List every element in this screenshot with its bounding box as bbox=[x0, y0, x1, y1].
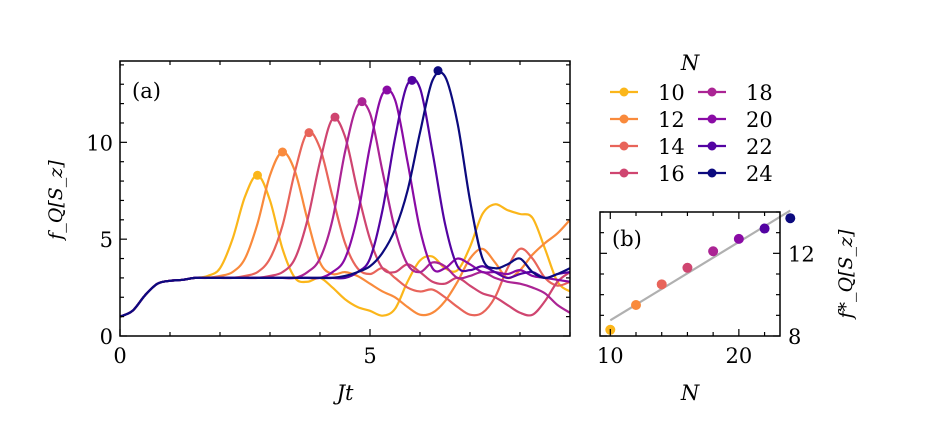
legend-label: 14 bbox=[658, 135, 685, 159]
peak-marker-N14 bbox=[304, 128, 314, 138]
data-point-N14 bbox=[656, 279, 667, 290]
panel-b-y-axis-label: f*_Q[S_z] bbox=[835, 229, 857, 321]
x-axis-label: N bbox=[680, 381, 700, 405]
y-tick-label: 10 bbox=[86, 131, 113, 155]
legend-title: N bbox=[680, 51, 700, 75]
legend-entry-N22: 22 bbox=[698, 135, 773, 159]
y-tick-label: 8 bbox=[788, 325, 801, 349]
series-line-N12 bbox=[120, 150, 570, 318]
legend-entry-N12: 12 bbox=[610, 108, 685, 132]
legend-marker bbox=[619, 114, 629, 124]
legend-marker bbox=[707, 87, 717, 97]
data-point-N20 bbox=[733, 233, 744, 244]
legend-entry-N10: 10 bbox=[610, 81, 685, 105]
y-tick-label: 0 bbox=[100, 325, 113, 349]
x-tick-label: 5 bbox=[363, 344, 376, 368]
legend-label: 24 bbox=[746, 162, 773, 186]
legend-marker bbox=[619, 168, 629, 178]
data-point-N22 bbox=[759, 223, 770, 234]
axes-frame-b bbox=[599, 211, 781, 337]
legend-marker bbox=[707, 141, 717, 151]
axes-frame-a bbox=[119, 60, 571, 337]
x-tick-label: 0 bbox=[113, 344, 126, 368]
peak-marker-N22 bbox=[407, 75, 417, 85]
panel-b-label: (b) bbox=[612, 227, 642, 251]
legend-marker bbox=[619, 87, 629, 97]
series-group bbox=[120, 71, 570, 318]
peak-marker-N20 bbox=[382, 85, 392, 95]
x-axis-label: Jt bbox=[333, 381, 354, 405]
data-point-N24 bbox=[785, 213, 796, 224]
legend-entry-N14: 14 bbox=[610, 135, 685, 159]
peak-marker-N16 bbox=[330, 112, 340, 122]
y-tick-label: 5 bbox=[100, 228, 113, 252]
panel-b: 10 20 8 12 N bbox=[597, 209, 815, 405]
peak-marker-N18 bbox=[357, 97, 367, 107]
legend-label: 18 bbox=[746, 81, 773, 105]
legend-entry-N16: 16 bbox=[610, 162, 685, 186]
data-point-N18 bbox=[708, 246, 719, 257]
legend-entry-N18: 18 bbox=[698, 81, 773, 105]
legend-marker bbox=[619, 141, 629, 151]
legend-label: 16 bbox=[658, 162, 685, 186]
peak-marker-N24 bbox=[433, 66, 443, 76]
panel-a-label: (a) bbox=[132, 79, 161, 103]
legend-label: 20 bbox=[746, 108, 773, 132]
peak-marker-N12 bbox=[278, 147, 287, 157]
legend-label: 10 bbox=[658, 81, 685, 105]
legend-entry-N20: 20 bbox=[698, 108, 773, 132]
x-tick-label: 20 bbox=[725, 344, 752, 368]
panel-a-y-axis-label: f_Q[S_z] bbox=[45, 160, 67, 242]
legend-entry-N24: 24 bbox=[698, 162, 773, 186]
series-line-N24 bbox=[120, 71, 570, 318]
legend-label: 22 bbox=[746, 135, 773, 159]
y-tick-label: 12 bbox=[788, 242, 815, 266]
legend-label: 12 bbox=[658, 108, 685, 132]
data-point-N16 bbox=[682, 262, 693, 273]
legend-marker bbox=[707, 168, 717, 178]
x-tick-label: 10 bbox=[597, 344, 624, 368]
peak-marker-N10 bbox=[253, 170, 262, 180]
legend: N 10 12 14 16 18 20 22 24 bbox=[610, 51, 773, 186]
legend-marker bbox=[707, 114, 717, 124]
series-line-N14 bbox=[120, 130, 570, 318]
panel-a: 0 5 0 5 10 Jt bbox=[86, 60, 571, 405]
data-point-N12 bbox=[631, 300, 641, 310]
